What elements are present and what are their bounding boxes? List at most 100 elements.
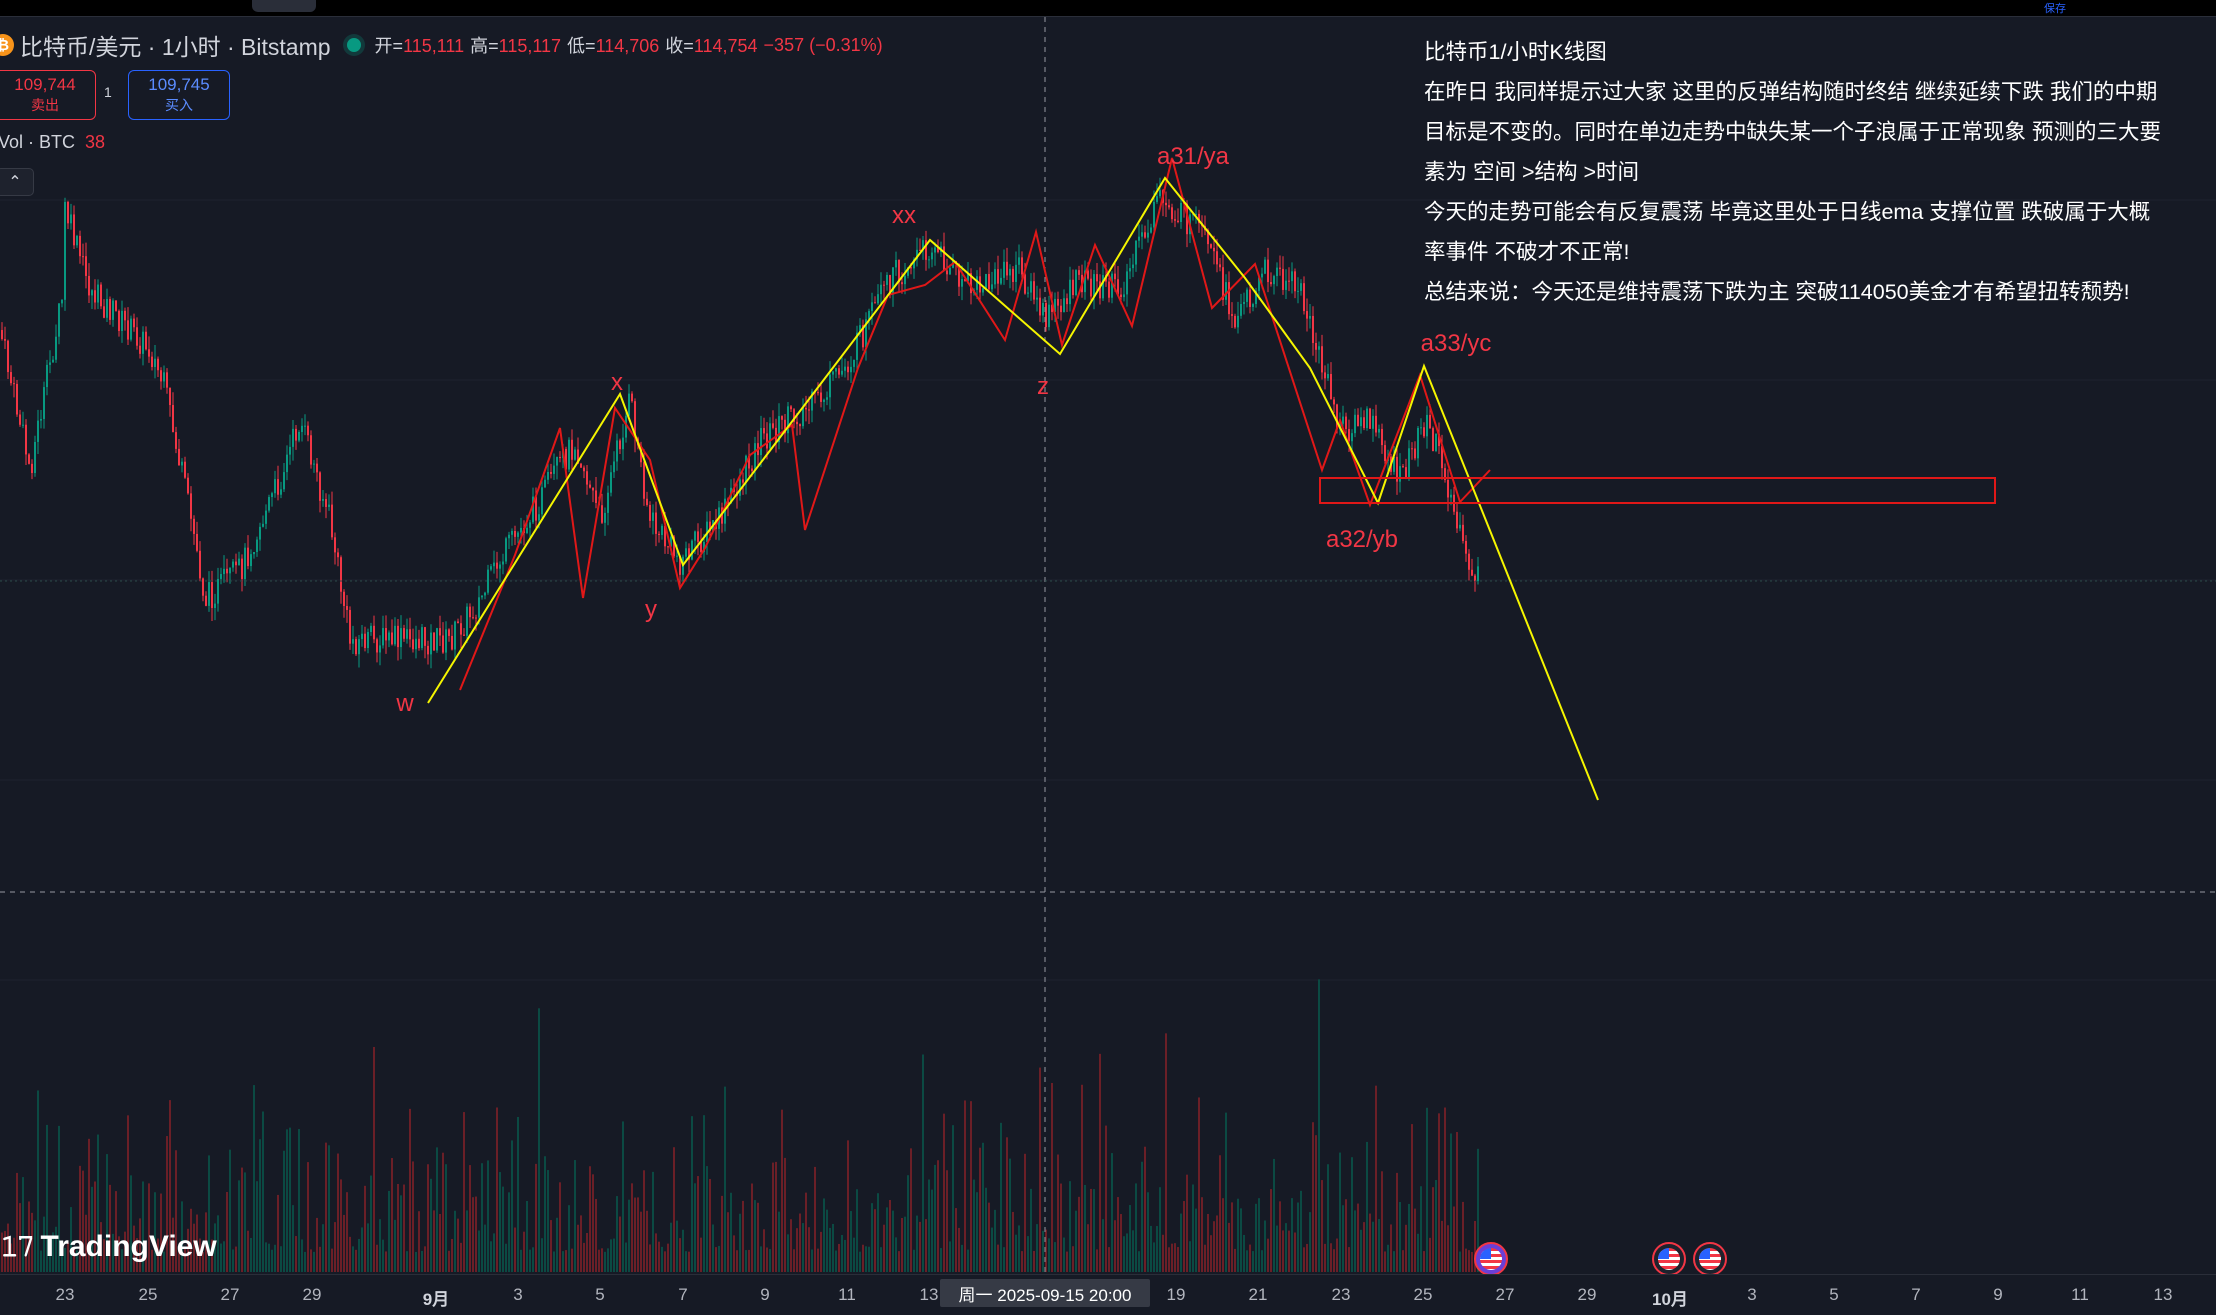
time-axis[interactable]: 23 25 27 29 9月 3 5 7 9 11 13 19 21 23 25… bbox=[0, 1274, 2216, 1315]
candle-body bbox=[1435, 433, 1437, 452]
candle-body bbox=[541, 487, 543, 515]
us-flag-event-icon[interactable] bbox=[1652, 1242, 1686, 1276]
buy-button[interactable]: 109,745 买入 bbox=[128, 70, 230, 120]
toolbar-tab[interactable] bbox=[252, 0, 316, 12]
volume-bar bbox=[172, 1217, 174, 1272]
volume-bar bbox=[1099, 1053, 1101, 1272]
candle-body bbox=[487, 569, 489, 593]
candle-body bbox=[1132, 264, 1134, 269]
volume-bar bbox=[1333, 1249, 1335, 1272]
candle-body bbox=[1351, 433, 1353, 442]
candle-body bbox=[394, 625, 396, 645]
candle-body bbox=[754, 443, 756, 471]
us-flag-event-icon[interactable] bbox=[1693, 1242, 1727, 1276]
volume-bar bbox=[1279, 1201, 1281, 1272]
volume-bar bbox=[79, 1165, 81, 1272]
volume-bar bbox=[805, 1192, 807, 1272]
candle-body bbox=[544, 479, 546, 488]
symbol-title[interactable]: 比特币/美元 · 1小时 · Bitstamp bbox=[20, 34, 331, 60]
candle-body bbox=[205, 595, 207, 606]
candle-body bbox=[181, 461, 183, 466]
volume-bar bbox=[1129, 1205, 1131, 1272]
volume-bar bbox=[22, 1177, 24, 1272]
time-tick: 23 bbox=[1331, 1285, 1351, 1304]
volume-bar bbox=[430, 1178, 432, 1272]
volume-bar bbox=[1303, 1247, 1305, 1272]
candle-body bbox=[655, 512, 657, 534]
candle-body bbox=[1408, 448, 1410, 478]
candle-body bbox=[835, 368, 837, 372]
candle-body bbox=[1441, 446, 1443, 469]
volume-bar bbox=[1252, 1251, 1254, 1272]
candle-body bbox=[1219, 264, 1221, 268]
candle-body bbox=[328, 504, 330, 507]
volume-bar bbox=[1165, 1033, 1167, 1272]
candle-body bbox=[1213, 247, 1215, 252]
candle-body bbox=[1186, 203, 1188, 235]
candle-body bbox=[574, 449, 576, 460]
volume-bar bbox=[1297, 1202, 1299, 1272]
volume-bar bbox=[1018, 1225, 1020, 1272]
candle-body bbox=[16, 383, 18, 415]
event-marker-icon[interactable] bbox=[1474, 1242, 1508, 1276]
volume-bar bbox=[958, 1227, 960, 1272]
volume-bar bbox=[52, 1232, 54, 1272]
candle-body bbox=[1030, 281, 1032, 293]
tradingview-logo[interactable]: 𝟷𝟽 TradingView bbox=[0, 1230, 217, 1264]
price-chart[interactable] bbox=[0, 17, 2216, 1274]
volume-bar bbox=[820, 1231, 822, 1272]
volume-bar bbox=[595, 1198, 597, 1272]
order-quantity[interactable]: 1 bbox=[104, 84, 112, 100]
candle-body bbox=[583, 467, 585, 472]
candle-body bbox=[1087, 270, 1089, 279]
volume-bar bbox=[1267, 1238, 1269, 1272]
candle-body bbox=[331, 504, 333, 538]
candle-body bbox=[313, 463, 315, 465]
candle-body bbox=[346, 605, 348, 610]
volume-bar bbox=[1117, 1197, 1119, 1272]
volume-bar bbox=[97, 1134, 99, 1272]
volume-bar bbox=[1459, 1251, 1461, 1272]
volume-bar bbox=[769, 1249, 771, 1272]
candle-body bbox=[604, 512, 606, 523]
volume-bar bbox=[766, 1247, 768, 1272]
candle-body bbox=[913, 259, 915, 269]
candle-body bbox=[793, 409, 795, 422]
volume-bar bbox=[1327, 1164, 1329, 1272]
volume-bar bbox=[853, 1237, 855, 1272]
volume-bar bbox=[187, 1228, 189, 1272]
volume-bar bbox=[862, 1244, 864, 1272]
ohlc-high: 高=115,117 bbox=[470, 36, 562, 56]
candle-body bbox=[1264, 259, 1266, 274]
volume-bar bbox=[1177, 1247, 1179, 1272]
volume-bar bbox=[271, 1249, 273, 1272]
candle-body bbox=[1216, 251, 1218, 265]
candle-body bbox=[643, 462, 645, 499]
candle-body bbox=[607, 492, 609, 513]
volume-bar bbox=[823, 1198, 825, 1272]
volume-bar bbox=[337, 1153, 339, 1272]
volume-bar bbox=[85, 1214, 87, 1272]
volume-bar bbox=[370, 1175, 372, 1272]
volume-bar bbox=[883, 1224, 885, 1272]
candlestick-series bbox=[1, 177, 1479, 669]
candle-body bbox=[154, 358, 156, 367]
candle-body bbox=[76, 235, 78, 246]
volume-bar bbox=[868, 1246, 870, 1272]
volume-label: Vol · BTC bbox=[0, 132, 76, 152]
volume-bar bbox=[1447, 1225, 1449, 1272]
volume-bar bbox=[871, 1203, 873, 1272]
candle-body bbox=[1135, 240, 1137, 265]
volume-bar bbox=[1453, 1206, 1455, 1272]
candle-body bbox=[100, 284, 102, 307]
volume-bar bbox=[937, 1160, 939, 1272]
candle-body bbox=[1042, 303, 1044, 316]
candle-body bbox=[1255, 290, 1257, 305]
volume-bar bbox=[961, 1244, 963, 1272]
sell-button[interactable]: 109,744 卖出 bbox=[0, 70, 96, 120]
time-tick: 7 bbox=[1911, 1285, 1921, 1304]
save-button[interactable]: 保存 bbox=[2044, 3, 2066, 15]
candle-body bbox=[1276, 267, 1278, 277]
volume-bar bbox=[529, 1249, 531, 1272]
collapse-legend-button[interactable]: ⌃ bbox=[0, 168, 34, 196]
